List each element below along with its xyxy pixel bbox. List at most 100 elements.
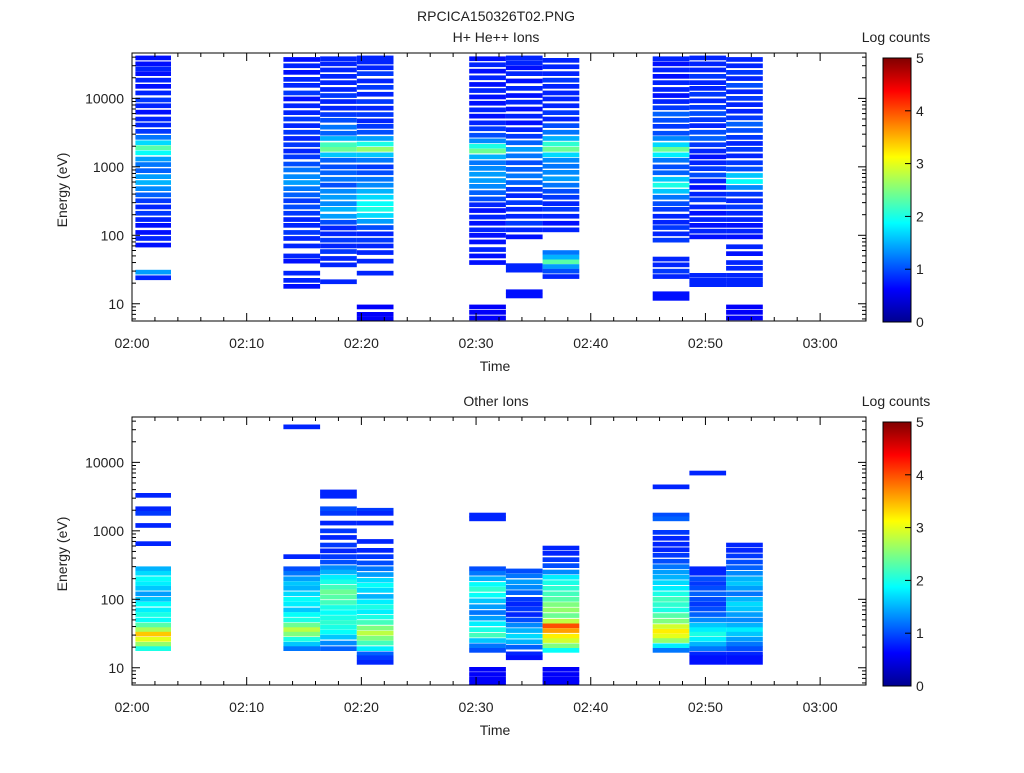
heatmap-cell — [652, 580, 690, 585]
heatmap-cell — [469, 315, 506, 321]
heatmap-cell — [356, 599, 394, 605]
heatmap-cell — [283, 70, 321, 75]
heatmap-cell — [469, 132, 506, 138]
heatmap-cell — [135, 145, 171, 151]
heatmap-cell — [689, 142, 727, 148]
heatmap-cell — [356, 91, 394, 97]
heatmap-cell — [469, 310, 506, 315]
heatmap-cell — [726, 606, 763, 612]
heatmap-cell — [469, 516, 506, 522]
heatmap-cell — [469, 68, 506, 74]
heatmap-cell — [505, 644, 543, 650]
heatmap-cell — [356, 270, 394, 276]
heatmap-cell — [356, 583, 394, 588]
heatmap-cell — [135, 156, 171, 162]
heatmap-cell — [135, 612, 171, 617]
heatmap-cell — [726, 581, 763, 586]
heatmap-cell — [469, 304, 506, 310]
heatmap-cell — [283, 622, 321, 628]
heatmap-cell — [542, 602, 580, 607]
heatmap-cell — [320, 554, 357, 559]
heatmap-cell — [726, 135, 763, 140]
heatmap-cell — [283, 236, 321, 241]
heatmap-cell — [652, 87, 690, 92]
heatmap-cell — [689, 80, 727, 85]
heatmap-cell — [689, 148, 727, 154]
heatmap-cell — [652, 629, 690, 634]
heatmap-cell — [689, 160, 727, 166]
heatmap-cell — [469, 676, 506, 682]
heatmap-cell — [320, 634, 357, 640]
heatmap-cell — [689, 612, 727, 617]
heatmap-cell — [726, 642, 763, 647]
axes: 02:00 02:10 02:20 02:30 02:40 02:50 03:00 10 100… — [85, 416, 867, 715]
heatmap-cell — [283, 186, 321, 191]
heatmap-cell — [469, 143, 506, 149]
heatmap-cell — [320, 559, 357, 565]
heatmap-cell — [135, 269, 171, 275]
heatmap-cell — [356, 219, 394, 224]
heatmap-cell — [505, 213, 543, 219]
heatmap-cell — [542, 545, 580, 551]
heatmap-cell — [320, 620, 357, 625]
heatmap-cell — [320, 511, 357, 516]
heatmap-cell — [542, 563, 580, 568]
heatmap-cell — [505, 93, 543, 98]
heatmap-cell — [505, 601, 543, 607]
heatmap-cell — [726, 273, 763, 278]
heatmap-cell — [469, 672, 506, 677]
heatmap-cell — [652, 152, 690, 158]
y-axis-label: Energy (eV) — [54, 153, 70, 228]
heatmap-cell — [726, 204, 763, 210]
heatmap-cell — [726, 548, 763, 553]
heatmap-cell — [283, 83, 321, 88]
heatmap-cell — [283, 554, 321, 559]
heatmap-cell — [283, 217, 321, 222]
heatmap-cell — [542, 680, 580, 686]
heatmap-cell — [542, 141, 580, 147]
heatmap-cell — [652, 56, 690, 62]
heatmap-cell — [542, 667, 580, 672]
heatmap-cell — [505, 206, 543, 212]
heatmap-cell — [469, 113, 506, 119]
heatmap-cell — [652, 130, 690, 136]
heatmap-cell — [469, 592, 506, 598]
heatmap-cell — [726, 234, 763, 240]
heatmap-cell — [689, 655, 727, 661]
heatmap-cell — [283, 161, 321, 167]
heatmap-cell — [652, 176, 690, 182]
heatmap-cell — [689, 601, 727, 607]
heatmap-cell — [652, 124, 690, 129]
heatmap-cell — [652, 613, 690, 618]
heatmap-cell — [726, 160, 763, 166]
heatmap-cell — [469, 638, 506, 643]
heatmap-cell — [689, 591, 727, 597]
heatmap-cell — [283, 63, 321, 69]
heatmap-cell — [726, 622, 763, 628]
heatmap-cell — [542, 201, 580, 206]
heatmap-cell — [135, 541, 171, 546]
heatmap-cell — [320, 640, 357, 646]
heatmap-cell — [356, 112, 394, 117]
heatmap-cell — [542, 557, 580, 562]
heatmap-cell — [356, 572, 394, 577]
heatmap-cell — [356, 188, 394, 194]
heatmap-cell — [689, 204, 727, 210]
y-tick-label: 100 — [101, 591, 125, 607]
heatmap-cell — [356, 651, 394, 657]
heatmap-cell — [469, 632, 506, 638]
heatmap-cell — [283, 192, 321, 198]
heatmap-cell — [652, 170, 690, 176]
heatmap-cell — [689, 91, 727, 97]
heatmap-cell — [283, 148, 321, 154]
heatmap-cell — [542, 613, 580, 618]
heatmap-cell — [135, 84, 171, 89]
heatmap-cell — [356, 604, 394, 610]
heatmap-cell — [135, 55, 171, 61]
heatmap-cell — [356, 304, 394, 310]
heatmap-cell — [652, 194, 690, 200]
heatmap-cell — [726, 115, 763, 121]
heatmap-cell — [542, 182, 580, 188]
heatmap-cell — [689, 576, 727, 582]
x-tick-label: 02:20 — [344, 335, 379, 351]
